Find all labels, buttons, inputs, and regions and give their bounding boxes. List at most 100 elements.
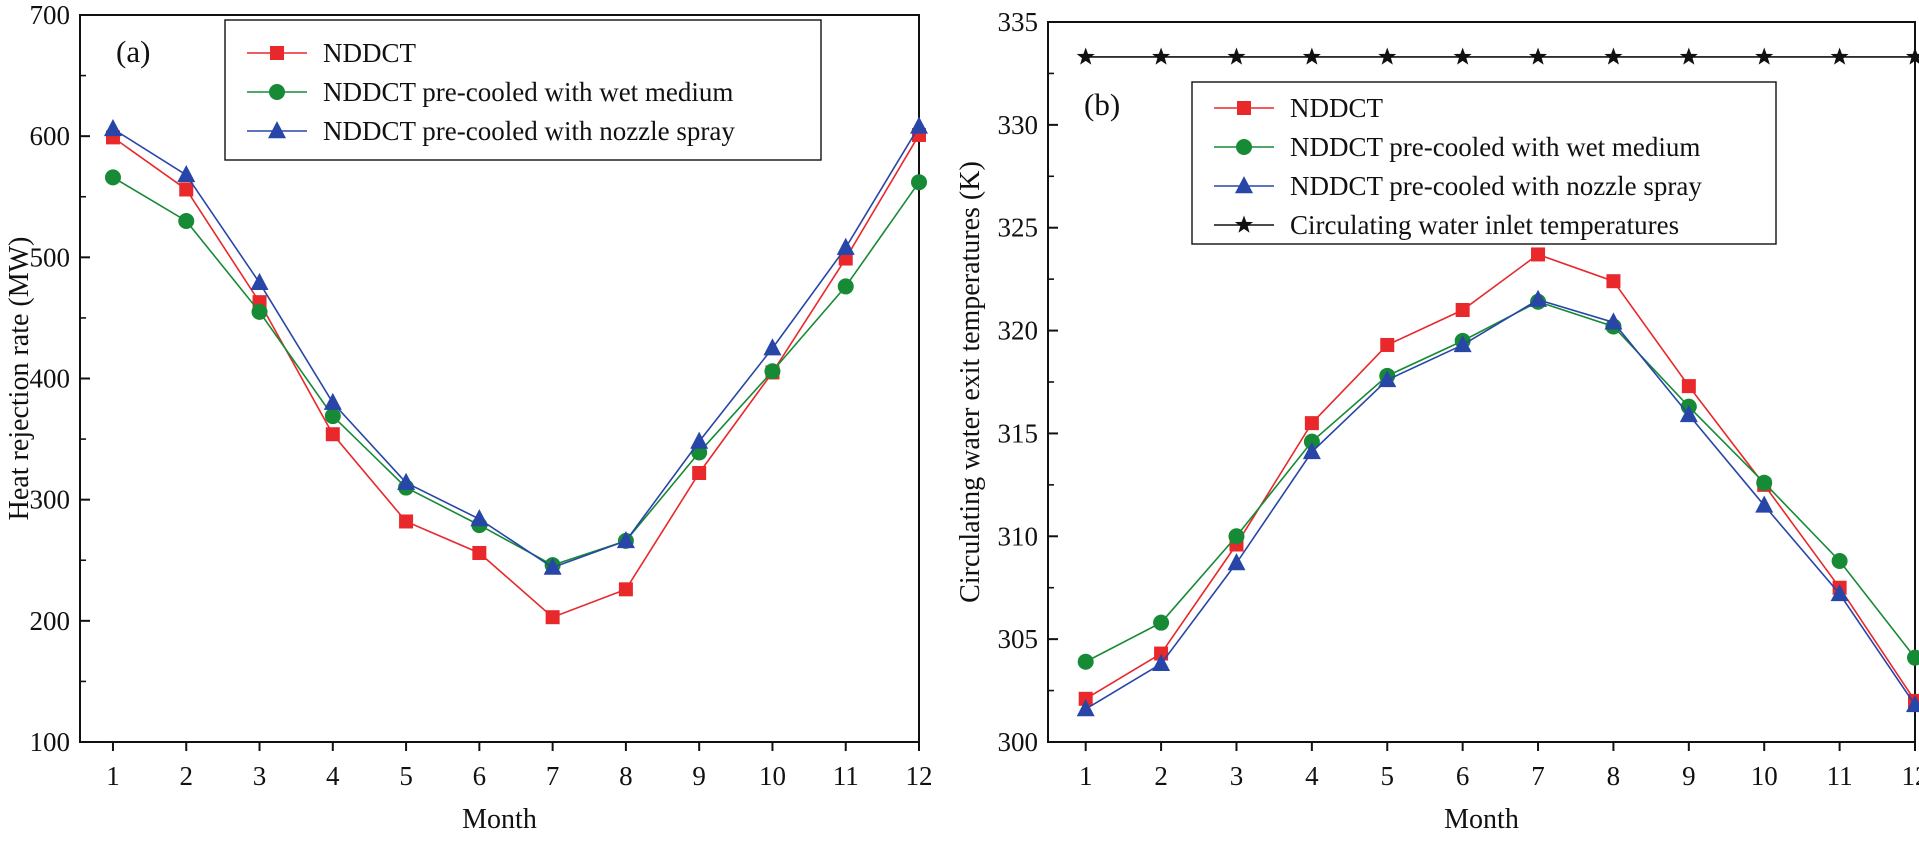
data-point — [1076, 47, 1095, 65]
data-point — [1830, 583, 1849, 602]
legend-marker — [1236, 139, 1252, 155]
legend: NDDCT NDDCT pre-cooled with wet medium NDD… — [1191, 81, 1777, 245]
series-line — [1085, 300, 1916, 663]
x-tick-label: 3 — [1230, 761, 1244, 791]
data-point — [1756, 474, 1773, 491]
data-point — [1905, 47, 1919, 65]
series-line — [112, 126, 920, 569]
data-point — [1153, 614, 1170, 631]
data-point — [763, 338, 782, 356]
series-nddct-pre-cooled-with-wet-medium — [1077, 293, 1919, 670]
y-tick-label: 335 — [998, 7, 1039, 37]
data-point — [1830, 47, 1849, 65]
data-point — [1078, 691, 1093, 706]
x-tick-label: 4 — [326, 761, 340, 791]
data-point — [1304, 416, 1319, 431]
data-point — [178, 212, 195, 229]
x-axis-title: Month — [462, 804, 537, 835]
x-tick-label: 9 — [692, 761, 706, 791]
x-tick-label: 1 — [106, 761, 120, 791]
series-line — [112, 134, 920, 619]
data-point — [1529, 47, 1548, 65]
data-point — [1227, 47, 1246, 65]
data-point — [103, 118, 122, 137]
x-tick-label: 8 — [619, 761, 633, 791]
data-point — [545, 610, 560, 625]
x-tick-label: 3 — [253, 761, 267, 791]
y-tick-label: 330 — [998, 110, 1039, 140]
x-tick-label: 12 — [1902, 761, 1919, 791]
legend-marker — [1235, 176, 1253, 194]
legend-box — [1191, 81, 1777, 245]
x-tick-label: 12 — [906, 761, 933, 791]
x-tick-label: 6 — [1456, 761, 1470, 791]
x-axis-title: Month — [1444, 804, 1519, 835]
legend-item-nddct-pre-cooled-with-wet-medium: NDDCT pre-cooled with wet medium — [247, 77, 733, 107]
series-nddct — [105, 127, 926, 625]
data-point — [323, 392, 342, 410]
series-line — [1085, 253, 1916, 702]
y-axis-title: Heat rejection rate (MW) — [4, 237, 35, 521]
data-point — [179, 182, 194, 197]
data-point — [692, 466, 707, 481]
y-tick-label: 305 — [998, 624, 1039, 654]
x-tick-label: 9 — [1682, 761, 1696, 791]
x-tick-label: 1 — [1079, 761, 1093, 791]
y-tick-label: 400 — [30, 364, 71, 394]
data-point — [470, 509, 489, 527]
legend-marker — [269, 84, 285, 100]
data-point — [324, 408, 341, 425]
legend-marker — [1234, 215, 1254, 233]
legend-item-circulating-water-inlet-temperatures: Circulating water inlet temperatures — [1214, 210, 1679, 240]
legend-label: NDDCT pre-cooled with wet medium — [323, 77, 733, 107]
x-tick-label: 2 — [1154, 761, 1168, 791]
data-point — [1076, 699, 1095, 717]
x-tick-label: 11 — [833, 761, 859, 791]
x-tick-label: 4 — [1305, 761, 1319, 791]
y-tick-label: 600 — [30, 121, 71, 151]
data-point — [618, 582, 633, 597]
data-point — [1380, 337, 1395, 352]
data-point — [104, 169, 121, 186]
data-point — [177, 165, 196, 183]
series-line — [1085, 298, 1916, 710]
data-point — [1455, 303, 1470, 317]
y-tick-label: 325 — [998, 213, 1039, 243]
y-tick-label: 500 — [30, 242, 71, 272]
data-point — [1378, 47, 1397, 65]
data-point — [1906, 695, 1919, 713]
y-tick-label: 300 — [30, 485, 71, 515]
legend-marker — [268, 121, 286, 139]
x-tick-label: 5 — [399, 761, 413, 791]
data-point — [472, 545, 487, 560]
data-point — [690, 431, 709, 449]
legend-marker — [1237, 101, 1251, 115]
data-point — [1831, 552, 1848, 569]
series-nddct-pre-cooled-with-nozzle-spray — [1076, 289, 1919, 717]
legend-item-nddct: NDDCT — [1214, 93, 1384, 123]
data-point — [1755, 47, 1774, 65]
data-point — [910, 116, 928, 134]
data-point — [1303, 433, 1320, 450]
data-point — [1077, 653, 1094, 670]
x-tick-label: 10 — [759, 761, 786, 791]
x-tick-label: 10 — [1751, 761, 1778, 791]
legend: NDDCT NDDCT pre-cooled with wet medium NDD… — [224, 19, 822, 161]
x-tick-label: 11 — [1827, 761, 1853, 791]
series-nddct-pre-cooled-with-nozzle-spray — [103, 116, 928, 575]
data-point — [1907, 649, 1919, 666]
data-point — [251, 303, 268, 320]
y-tick-label: 320 — [998, 316, 1039, 346]
y-tick-label: 700 — [30, 0, 71, 30]
data-point — [1378, 370, 1397, 388]
y-axis-title: Circulating water exit temperatures (K) — [955, 161, 986, 603]
legend-item-nddct-pre-cooled-with-wet-medium: NDDCT pre-cooled with wet medium — [1214, 132, 1700, 162]
data-point — [1679, 404, 1698, 423]
y-tick-label: 100 — [30, 727, 71, 757]
data-point — [1453, 47, 1472, 65]
data-point — [837, 278, 854, 295]
series-nddct — [1078, 247, 1919, 708]
data-point — [1604, 312, 1623, 330]
legend-item-nddct-pre-cooled-with-nozzle-spray: NDDCT pre-cooled with nozzle spray — [247, 116, 735, 146]
